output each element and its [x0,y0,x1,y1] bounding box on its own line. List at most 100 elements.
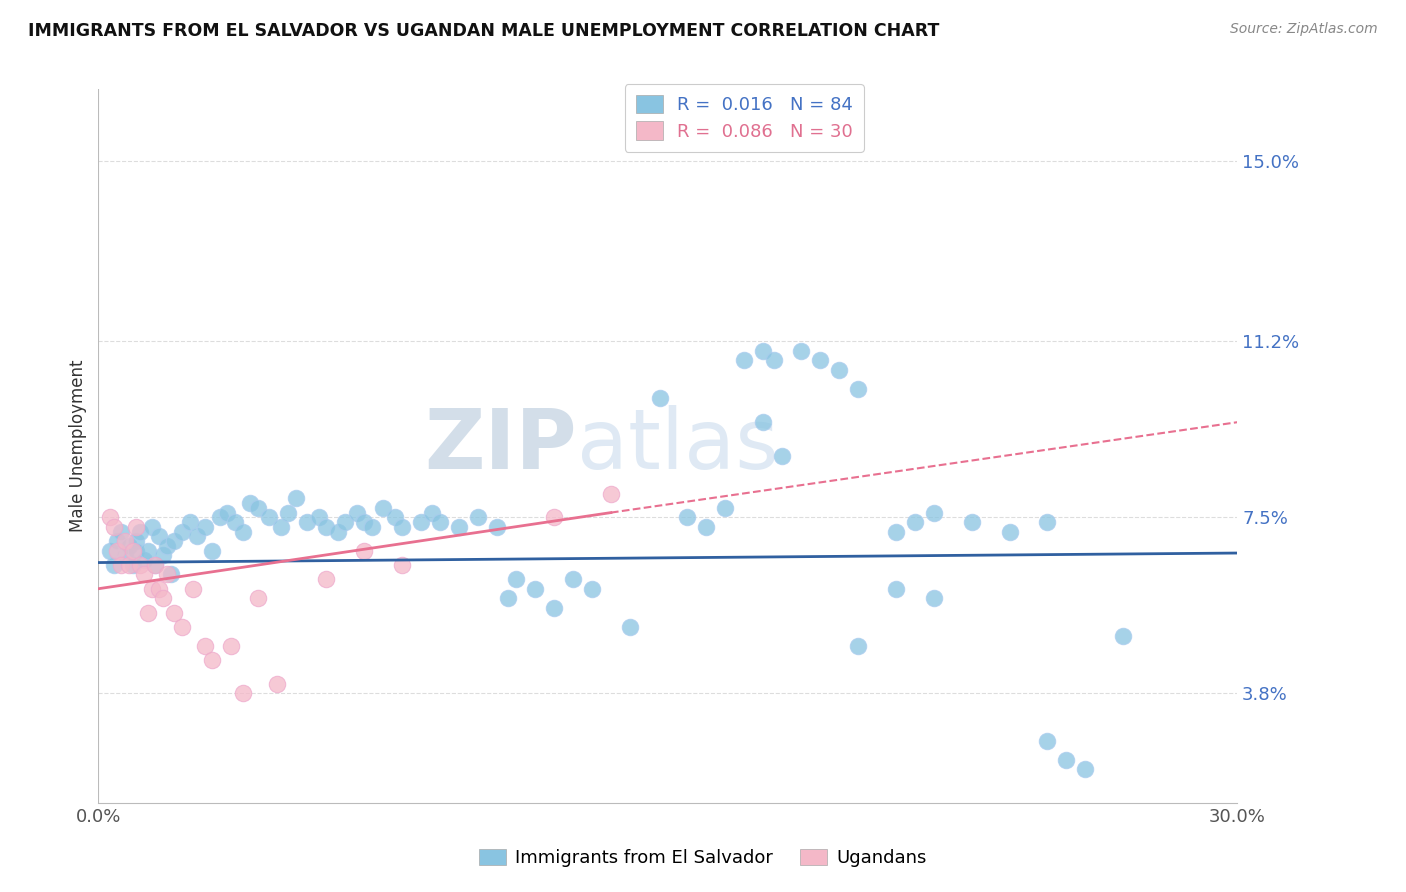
Point [148,529,170,543]
Point [326,524,349,539]
Point [136,606,159,620]
Point [828,363,851,377]
Point [581,582,603,596]
Point [763,353,786,368]
Point [429,515,451,529]
Point [498,591,520,606]
Point [922,506,945,520]
Point [159,567,181,582]
Point [284,491,307,506]
Point [1112,629,1135,643]
Point [183,582,205,596]
Point [121,543,143,558]
Point [170,524,193,539]
Point [266,677,288,691]
Point [1036,734,1059,748]
Point [125,534,148,549]
Point [132,567,155,582]
Point [884,524,907,539]
Point [505,572,527,586]
Point [114,534,136,549]
Text: ZIP: ZIP [425,406,576,486]
Point [335,515,357,529]
Point [1074,763,1097,777]
Point [201,653,224,667]
Point [145,558,167,572]
Point [179,515,201,529]
Point [141,582,163,596]
Point [486,520,509,534]
Point [543,510,565,524]
Point [960,515,983,529]
Point [163,534,186,549]
Point [118,539,141,553]
Point [125,543,148,558]
Point [277,506,299,520]
Point [129,524,152,539]
Point [201,543,224,558]
Point [246,591,269,606]
Point [619,620,641,634]
Point [103,558,125,572]
Point [110,524,132,539]
Point [346,506,368,520]
Point [270,520,292,534]
Point [98,510,121,524]
Point [752,415,775,429]
Point [129,558,152,572]
Point [360,520,382,534]
Point [145,558,167,572]
Point [110,558,132,572]
Point [186,529,208,543]
Point [217,506,239,520]
Point [156,567,179,582]
Point [449,520,471,534]
Point [156,539,179,553]
Point [152,549,174,563]
Point [998,524,1021,539]
Text: atlas: atlas [576,406,779,486]
Point [107,543,129,558]
Legend: Immigrants from El Salvador, Ugandans: Immigrants from El Salvador, Ugandans [472,841,934,874]
Point [163,606,186,620]
Point [752,343,775,358]
Point [884,582,907,596]
Point [695,520,717,534]
Point [371,500,394,515]
Point [148,582,170,596]
Point [353,543,375,558]
Text: Source: ZipAtlas.com: Source: ZipAtlas.com [1230,22,1378,37]
Point [114,549,136,563]
Point [132,553,155,567]
Point [141,520,163,534]
Point [846,382,869,396]
Point [315,520,337,534]
Point [411,515,433,529]
Point [391,520,413,534]
Point [136,543,159,558]
Point [239,496,262,510]
Point [770,449,793,463]
Point [384,510,406,524]
Point [353,515,375,529]
Point [315,572,337,586]
Point [246,500,269,515]
Point [922,591,945,606]
Point [103,520,125,534]
Point [733,353,755,368]
Point [562,572,585,586]
Point [543,600,565,615]
Point [467,510,489,524]
Point [259,510,281,524]
Point [714,500,737,515]
Y-axis label: Male Unemployment: Male Unemployment [69,359,87,533]
Legend: R =  0.016   N = 84, R =  0.086   N = 30: R = 0.016 N = 84, R = 0.086 N = 30 [624,84,863,152]
Point [1056,753,1078,767]
Point [125,520,148,534]
Point [107,534,129,549]
Point [600,486,623,500]
Point [208,510,231,524]
Point [152,591,174,606]
Point [194,520,217,534]
Point [297,515,319,529]
